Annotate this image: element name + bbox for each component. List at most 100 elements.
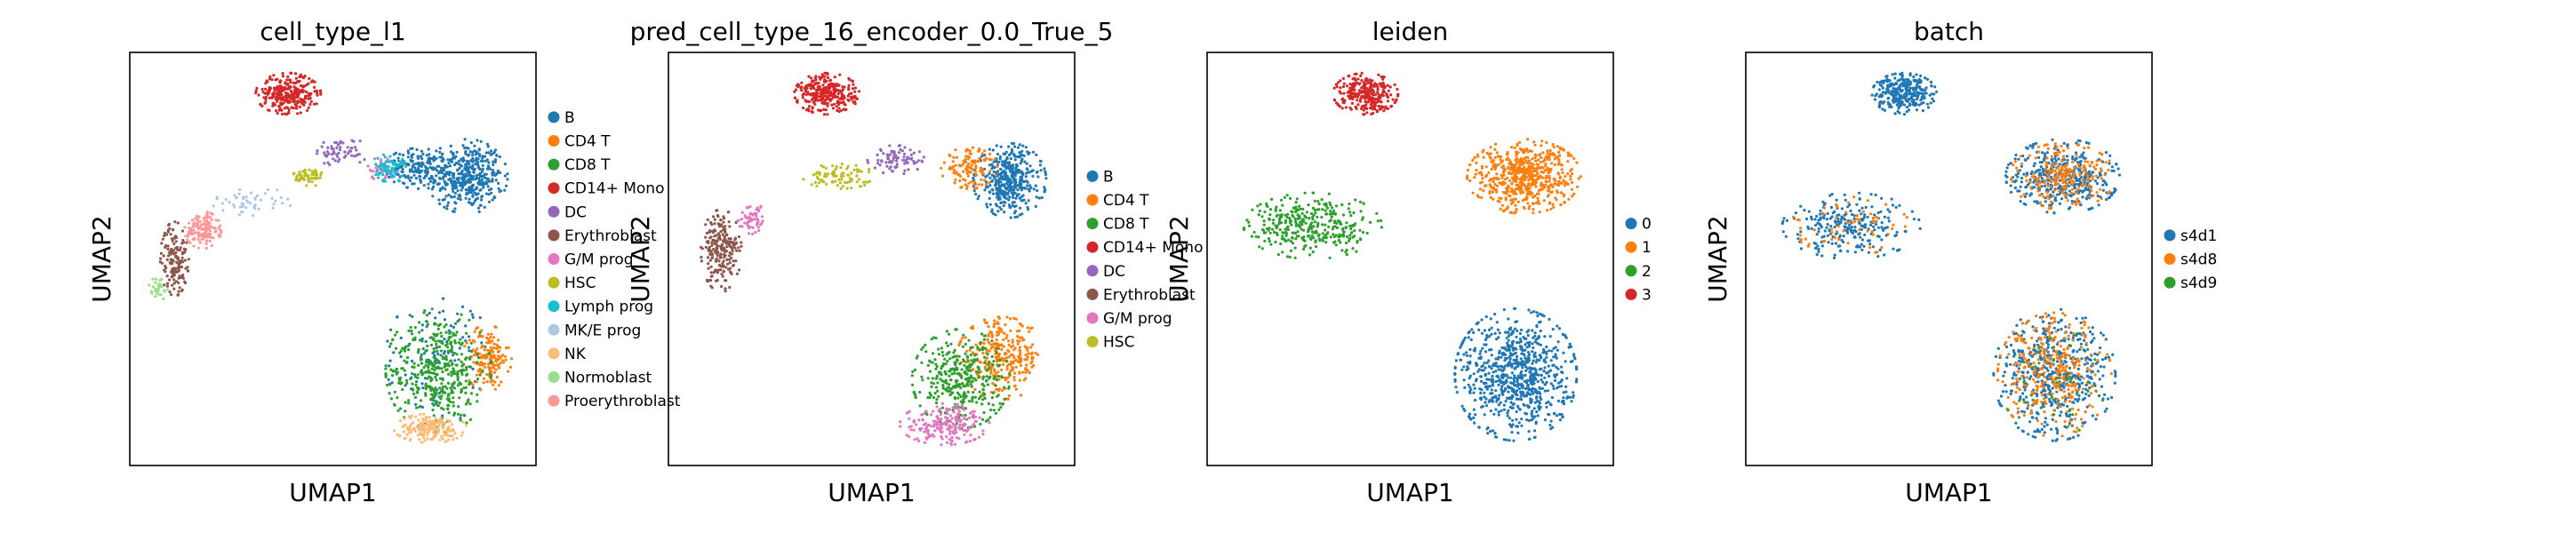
- data-point: [847, 99, 851, 102]
- data-point: [486, 145, 490, 148]
- data-point: [1026, 355, 1029, 359]
- data-point: [1009, 317, 1012, 321]
- data-point: [948, 357, 952, 361]
- data-point: [969, 369, 972, 372]
- data-point: [410, 332, 414, 336]
- data-point: [493, 380, 497, 384]
- data-point: [1008, 372, 1012, 376]
- data-point: [1014, 387, 1018, 391]
- data-point: [996, 181, 1000, 185]
- data-point: [936, 389, 940, 393]
- data-point: [980, 171, 984, 174]
- data-point: [270, 78, 274, 82]
- data-point: [460, 188, 463, 192]
- data-point: [426, 322, 429, 326]
- data-point: [271, 206, 275, 210]
- data-point: [746, 222, 749, 226]
- data-point: [422, 425, 426, 428]
- data-point: [372, 170, 375, 173]
- data-point: [1504, 400, 1508, 403]
- data-point: [951, 165, 955, 169]
- data-point: [439, 397, 443, 401]
- data-point: [1012, 360, 1016, 363]
- data-point: [395, 372, 398, 376]
- data-point: [248, 202, 252, 205]
- data-point: [1543, 335, 1547, 338]
- data-point: [1028, 371, 1031, 375]
- data-point: [946, 412, 949, 416]
- data-point: [712, 271, 716, 274]
- data-point: [940, 392, 944, 395]
- data-point: [455, 436, 459, 440]
- data-point: [1005, 334, 1009, 338]
- data-point: [965, 349, 969, 353]
- data-point: [1533, 387, 1537, 391]
- data-point: [1560, 385, 1564, 388]
- data-point: [1520, 352, 1524, 355]
- data-point: [980, 332, 984, 336]
- data-point: [1017, 168, 1020, 171]
- data-point: [260, 87, 264, 91]
- data-point: [704, 235, 708, 239]
- data-point: [986, 186, 989, 189]
- data-point: [444, 187, 447, 191]
- data-point: [1004, 159, 1007, 163]
- data-point: [920, 375, 924, 378]
- data-point: [401, 167, 404, 171]
- legend-marker: [548, 229, 560, 242]
- data-point: [994, 384, 997, 387]
- data-point: [844, 103, 847, 107]
- data-point: [1536, 314, 1540, 318]
- data-point: [963, 370, 967, 374]
- data-point: [821, 84, 825, 87]
- data-point: [993, 165, 996, 170]
- data-point: [376, 156, 380, 160]
- data-point: [478, 179, 482, 182]
- data-point: [1013, 191, 1017, 195]
- data-point: [834, 95, 837, 99]
- data-point: [484, 192, 489, 195]
- data-point: [991, 148, 995, 152]
- data-point: [305, 173, 308, 177]
- data-point: [471, 338, 476, 342]
- data-point: [412, 153, 415, 156]
- data-point: [456, 372, 460, 376]
- data-point: [940, 402, 945, 405]
- data-point: [285, 99, 289, 103]
- data-point: [815, 89, 819, 92]
- data-point: [286, 82, 290, 85]
- data-point: [435, 346, 438, 350]
- data-point: [993, 322, 997, 326]
- data-point: [819, 98, 823, 101]
- data-point: [412, 362, 416, 365]
- data-point: [489, 152, 493, 155]
- data-point: [165, 274, 169, 278]
- data-point: [986, 383, 990, 386]
- data-point: [452, 386, 456, 390]
- data-point: [460, 388, 463, 392]
- data-point: [435, 421, 438, 425]
- data-point: [992, 342, 996, 346]
- data-point: [286, 197, 290, 201]
- data-point: [409, 325, 412, 330]
- data-point: [1494, 389, 1498, 393]
- data-point: [188, 221, 191, 225]
- data-point: [1472, 391, 1476, 394]
- data-point: [447, 372, 451, 376]
- data-point: [176, 248, 180, 251]
- data-point: [151, 277, 155, 281]
- data-point: [1000, 177, 1004, 181]
- data-point: [971, 400, 974, 403]
- data-point: [998, 195, 1002, 199]
- data-point: [928, 359, 932, 362]
- data-point: [1010, 346, 1013, 349]
- data-point: [450, 388, 453, 392]
- data-point: [722, 253, 726, 257]
- data-point: [476, 373, 479, 377]
- data-point: [426, 437, 429, 441]
- data-point: [802, 92, 805, 96]
- data-point: [747, 206, 750, 210]
- data-point: [422, 436, 426, 440]
- data-point: [1485, 385, 1489, 388]
- data-point: [1014, 196, 1018, 200]
